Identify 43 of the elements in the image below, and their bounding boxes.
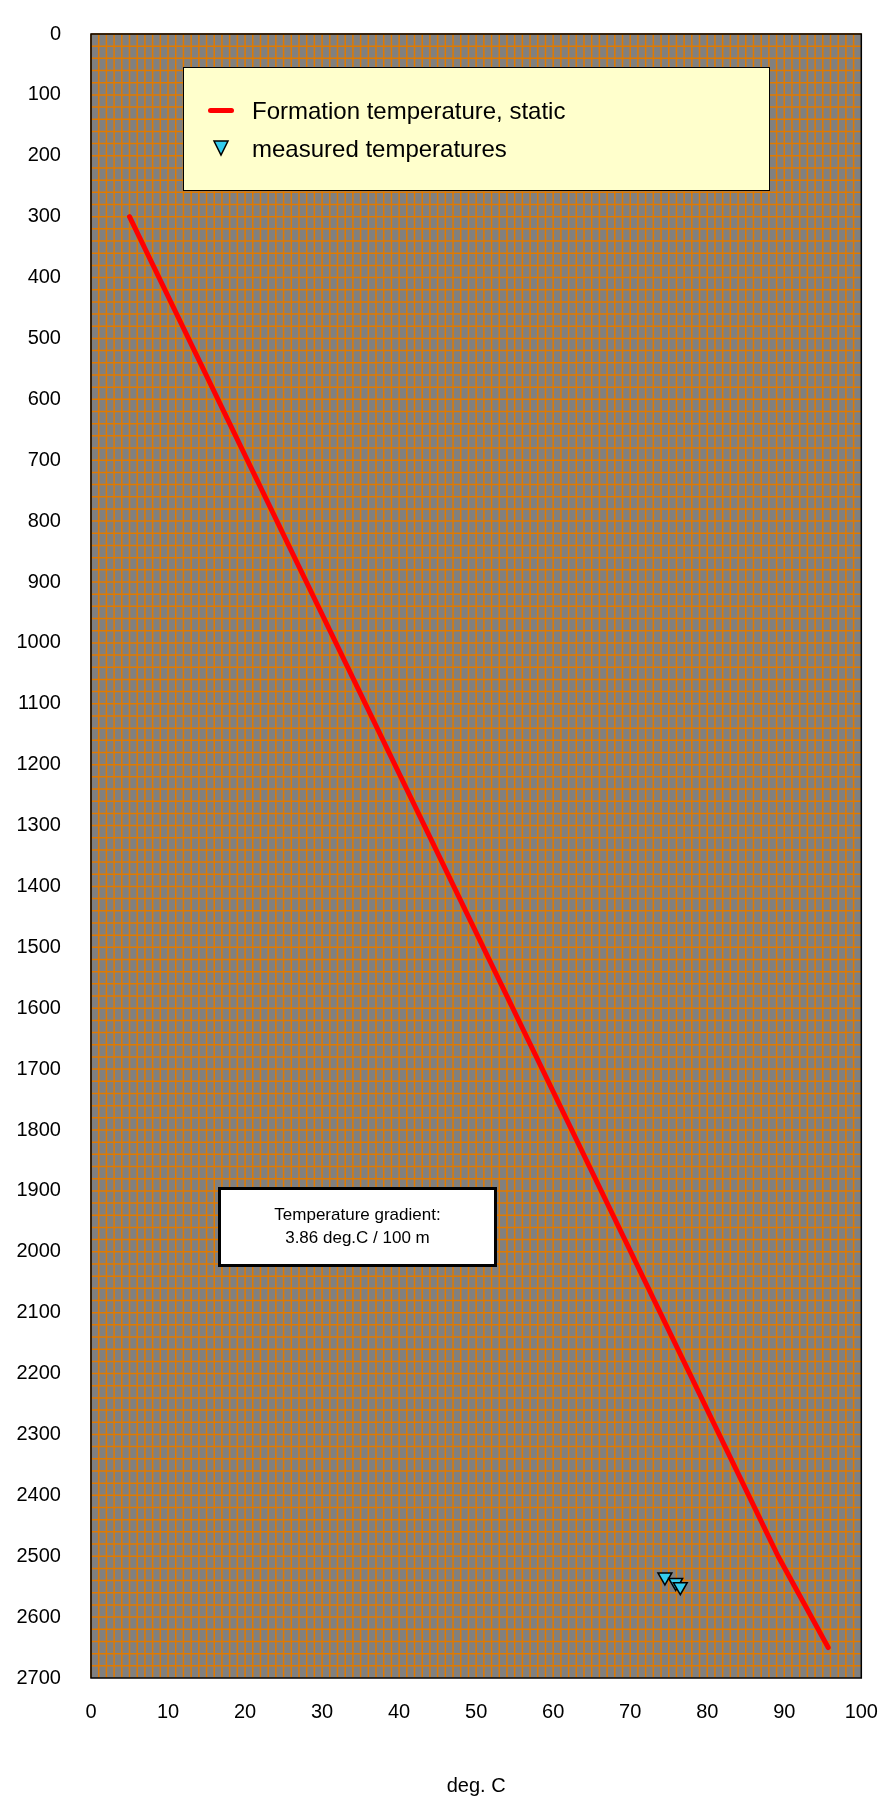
- y-tick-label: 500: [27, 325, 61, 348]
- y-tick-label: 400: [27, 265, 61, 288]
- y-tick-label: 1000: [16, 630, 61, 653]
- y-tick-label: 2300: [16, 1421, 61, 1444]
- y-tick-label: 1100: [17, 691, 61, 714]
- x-tick-label: 50: [465, 1699, 488, 1722]
- y-tick-label: 1400: [16, 873, 61, 896]
- y-tick-label: 300: [27, 204, 61, 227]
- y-tick-label: 1500: [16, 934, 61, 957]
- y-tick-label: 1300: [16, 813, 61, 836]
- y-tick-label: 1200: [16, 752, 61, 775]
- y-tick-label: 700: [27, 447, 61, 470]
- x-axis-title: deg. C: [446, 1773, 506, 1796]
- x-tick-label: 80: [696, 1699, 719, 1722]
- x-tick-label: 10: [156, 1699, 180, 1722]
- y-tick-label: 100: [27, 82, 61, 105]
- x-tick-label: 20: [233, 1699, 257, 1722]
- y-tick-label: 1900: [16, 1178, 61, 1201]
- legend-label: Formation temperature, static: [252, 97, 566, 125]
- x-tick-label: 40: [388, 1699, 411, 1722]
- y-tick-label: 2200: [16, 1361, 61, 1384]
- y-tick-label: 200: [27, 143, 61, 166]
- x-tick-label: 0: [85, 1699, 97, 1722]
- y-tick-label: 600: [27, 386, 61, 409]
- x-tick-label: 70: [619, 1699, 642, 1722]
- y-tick-label: 2600: [16, 1604, 61, 1627]
- y-tick-label: 2400: [16, 1482, 61, 1505]
- y-tick-label: 800: [27, 508, 61, 531]
- y-tick-label: 0: [49, 21, 61, 44]
- x-tick-label: 100: [844, 1699, 878, 1722]
- y-tick-label: 1800: [16, 1117, 61, 1140]
- x-tick-label: 60: [542, 1699, 565, 1722]
- y-tick-label: 2500: [16, 1543, 61, 1566]
- x-tick-label: 90: [773, 1699, 796, 1722]
- y-tick-label: 2700: [16, 1665, 61, 1688]
- y-tick-label: 2000: [16, 1239, 61, 1262]
- note-box: Temperature gradient: 3.86 deg.C / 100 m: [218, 1187, 497, 1267]
- y-tick-label: 900: [27, 569, 61, 592]
- y-tick-label: 1700: [16, 1056, 61, 1079]
- x-tick-label: 30: [310, 1699, 334, 1722]
- y-tick-label: 1600: [16, 995, 61, 1018]
- legend-label: measured temperatures: [252, 135, 507, 163]
- y-tick-label: 2100: [16, 1300, 61, 1323]
